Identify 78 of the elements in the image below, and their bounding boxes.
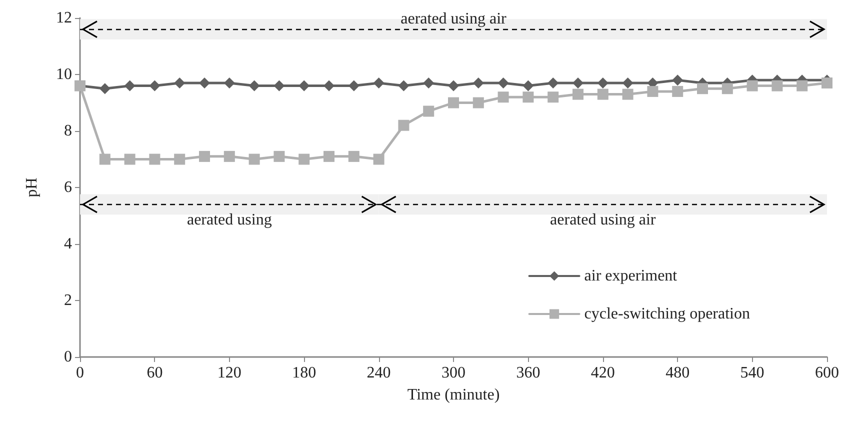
point bbox=[149, 80, 160, 92]
point bbox=[224, 150, 235, 162]
legend-label: cycle-switching operation bbox=[584, 306, 750, 322]
point bbox=[548, 92, 559, 103]
point bbox=[248, 154, 260, 165]
x-tick-label: 600 bbox=[815, 364, 839, 382]
point bbox=[348, 150, 360, 162]
point bbox=[796, 80, 808, 92]
point bbox=[373, 77, 384, 88]
point bbox=[423, 77, 434, 88]
point bbox=[124, 80, 136, 92]
point bbox=[597, 88, 608, 100]
y-tick-label: 2 bbox=[64, 292, 72, 309]
point bbox=[722, 83, 733, 94]
point bbox=[697, 83, 708, 94]
x-tick-label: 120 bbox=[217, 364, 242, 382]
point bbox=[572, 77, 584, 88]
point bbox=[472, 97, 484, 108]
point bbox=[822, 77, 832, 88]
point bbox=[572, 88, 584, 100]
x-tick-label: 300 bbox=[442, 364, 466, 382]
point bbox=[174, 77, 186, 88]
point bbox=[199, 77, 210, 88]
point bbox=[274, 80, 285, 92]
point bbox=[672, 74, 684, 86]
point bbox=[448, 97, 459, 108]
band-label: aerated using air bbox=[400, 10, 508, 28]
point bbox=[124, 154, 136, 165]
y-tick-label: 12 bbox=[56, 10, 72, 26]
band-label: aerated using air bbox=[550, 211, 656, 228]
x-tick-label: 60 bbox=[146, 364, 163, 382]
point bbox=[174, 154, 186, 165]
point bbox=[274, 150, 285, 162]
point bbox=[622, 77, 634, 88]
x-tick-label: 480 bbox=[666, 364, 690, 382]
point bbox=[522, 92, 534, 103]
point bbox=[373, 154, 384, 165]
point bbox=[324, 80, 334, 92]
point bbox=[224, 77, 235, 88]
x-tick-label: 240 bbox=[366, 364, 391, 382]
point bbox=[472, 77, 484, 88]
x-tick-label: 540 bbox=[740, 364, 764, 382]
point bbox=[448, 80, 459, 92]
x-tick-label: 360 bbox=[516, 364, 540, 382]
point bbox=[298, 80, 310, 92]
point bbox=[298, 154, 310, 165]
point bbox=[248, 80, 260, 92]
point bbox=[398, 80, 410, 92]
x-tick-label: 420 bbox=[590, 364, 615, 382]
point bbox=[324, 150, 334, 162]
y-tick-label: 4 bbox=[64, 236, 72, 252]
point bbox=[423, 106, 434, 117]
y-tick-label: 0 bbox=[64, 348, 72, 366]
y-tick-label: 10 bbox=[56, 66, 72, 83]
point bbox=[199, 150, 210, 162]
point bbox=[99, 154, 110, 165]
point bbox=[498, 92, 509, 103]
legend-label: air experiment bbox=[584, 268, 678, 284]
point bbox=[622, 88, 634, 100]
point bbox=[398, 120, 410, 131]
point bbox=[498, 77, 509, 88]
point bbox=[647, 86, 658, 97]
band-label: aerated using bbox=[186, 211, 272, 228]
x-tick-label: 0 bbox=[76, 364, 84, 382]
point bbox=[672, 86, 684, 97]
y-tick-label: 6 bbox=[64, 179, 72, 196]
point bbox=[746, 80, 758, 92]
point bbox=[99, 83, 110, 94]
y-axis-title: pH bbox=[24, 177, 40, 198]
x-tick-label: 180 bbox=[292, 364, 316, 382]
point bbox=[149, 154, 160, 165]
x-axis-title: Time (minute) bbox=[407, 386, 500, 404]
y-tick-label: 8 bbox=[64, 122, 72, 140]
point bbox=[548, 77, 559, 88]
point bbox=[522, 80, 534, 92]
point bbox=[772, 80, 783, 92]
point bbox=[597, 77, 608, 88]
point bbox=[348, 80, 360, 92]
